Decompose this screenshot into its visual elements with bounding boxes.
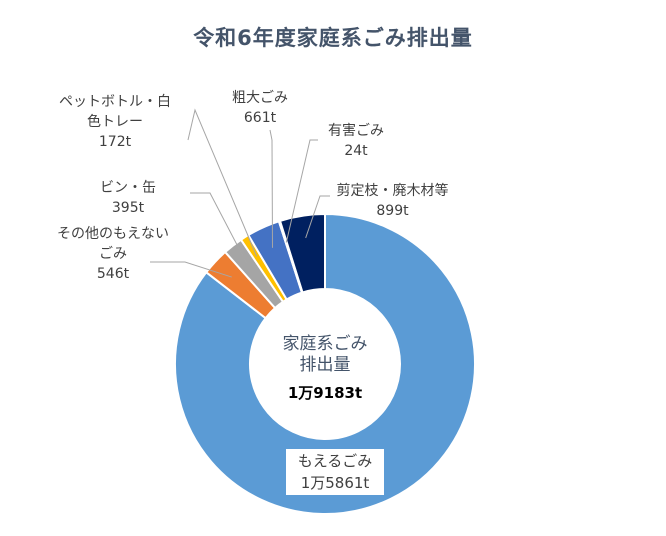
- label-value: 1万5861t: [300, 474, 370, 492]
- label-value: 395t: [111, 200, 145, 216]
- label-name: ペットボトル・白: [59, 94, 171, 110]
- label-bin: ビン・缶 395t: [68, 178, 188, 218]
- label-pet: ペットボトル・白 色トレー 172t: [40, 92, 190, 152]
- label-sonota: その他のもえない ごみ 546t: [28, 224, 198, 284]
- label-name: 色トレー: [87, 114, 143, 130]
- center-label: 家庭系ごみ 排出量 1万9183t: [255, 334, 395, 403]
- label-value: 24t: [344, 143, 368, 159]
- leader-line: [187, 108, 258, 257]
- leader-line: [269, 129, 273, 248]
- leader-line: [285, 139, 318, 243]
- leader-line: [150, 261, 232, 278]
- label-value: 172t: [98, 134, 132, 150]
- label-sodai: 粗大ごみ 661t: [215, 88, 305, 128]
- chart-title: 令和6年度家庭系ごみ排出量: [193, 26, 473, 50]
- label-value: 546t: [96, 266, 130, 282]
- center-label-line1: 家庭系ごみ: [282, 334, 368, 354]
- label-name: ビン・缶: [100, 180, 156, 196]
- label-name: 剪定枝・廃木材等: [336, 183, 449, 199]
- center-label-line2: 排出量: [299, 355, 351, 375]
- label-name: 有害ごみ: [328, 123, 384, 139]
- donut-slice: [174, 212, 476, 515]
- label-value: 899t: [376, 203, 409, 219]
- donut-slice: [278, 212, 326, 294]
- leader-line: [305, 195, 330, 239]
- label-name: ごみ: [99, 246, 127, 262]
- label-sentei: 剪定枝・廃木材等 899t: [330, 181, 455, 221]
- label-name: その他のもえない: [57, 226, 169, 242]
- label-name: もえるごみ: [297, 452, 373, 470]
- label-yugai: 有害ごみ 24t: [316, 121, 396, 161]
- label-value: 661t: [243, 110, 277, 126]
- leader-line: [190, 192, 248, 264]
- label-name: 粗大ごみ: [232, 90, 288, 106]
- label-moeru: もえるごみ 1万5861t: [286, 449, 384, 495]
- center-total: 1万9183t: [287, 384, 363, 402]
